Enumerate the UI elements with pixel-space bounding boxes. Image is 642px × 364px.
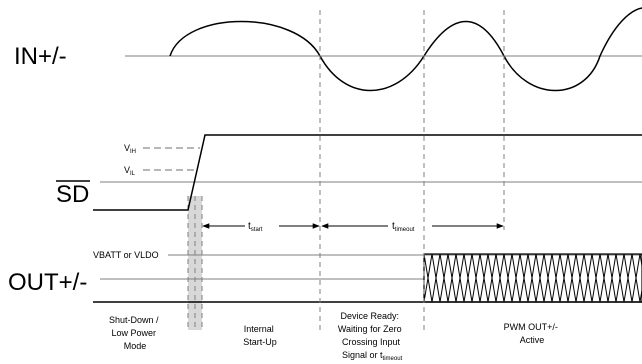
phase-caption-startup: Internal Start-Up: [243, 324, 277, 347]
pwm-output-waveform: [423, 253, 642, 303]
ttimeout-label: ttimeout: [392, 221, 415, 233]
phase-caption-ready-last: Signal or ttimeout: [342, 350, 403, 362]
supply-label: VBATT or VLDO: [93, 250, 159, 260]
phase-caption-pwm: PWM OUT+/- Active: [504, 322, 561, 345]
phase-caption-shutdown: Shut-Down / Low Power Mode: [109, 315, 161, 351]
tstart-label-bg: [245, 217, 279, 231]
tstart-label: tstart: [248, 221, 263, 233]
ttimeout-label-bg: [388, 217, 432, 231]
signal-label-sd: SD: [56, 181, 89, 208]
in-sine-wave: [169, 7, 642, 92]
signal-label-in: IN+/-: [14, 43, 67, 70]
vih-label: VIH: [124, 143, 136, 155]
sd-waveform: [93, 134, 642, 211]
phase-caption-ready: Device Ready: Waiting for Zero Crossing …: [338, 311, 404, 347]
signal-label-out: OUT+/-: [8, 269, 87, 296]
vil-label: VIL: [124, 165, 136, 177]
